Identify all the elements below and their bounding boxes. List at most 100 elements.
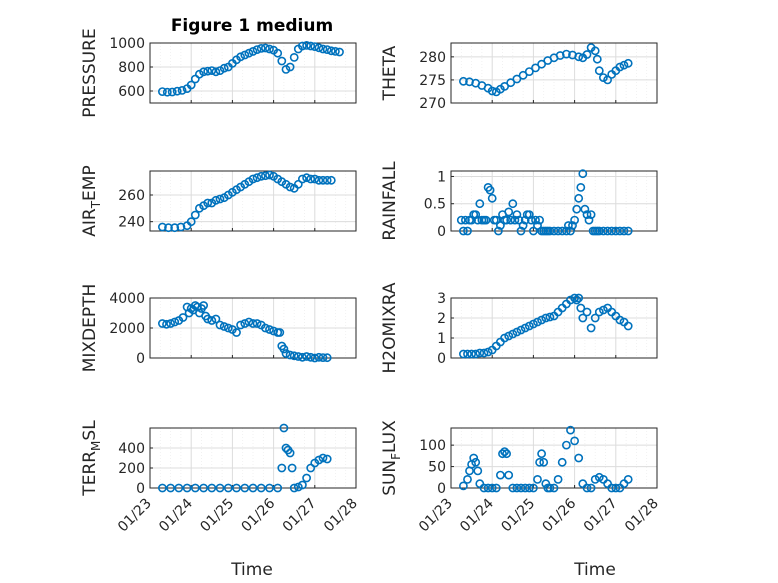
data-point	[518, 70, 528, 80]
data-point	[557, 226, 567, 236]
data-point	[232, 328, 241, 337]
data-point	[479, 348, 489, 358]
data-point	[611, 483, 621, 493]
data-point	[223, 323, 233, 333]
data-point	[318, 175, 328, 185]
data-point	[535, 457, 544, 467]
data-point	[190, 210, 200, 220]
data-point	[586, 210, 596, 219]
data-point	[541, 313, 551, 323]
ytick-label: 260	[118, 188, 145, 204]
subplot-terr_msl: 0 200 400 01/23 01/24 01/25 01/26 01/27 01/28 TER…	[80, 420, 361, 536]
data-point	[516, 325, 526, 335]
xtick-label: 01/23	[416, 496, 456, 536]
data-point	[281, 349, 291, 358]
data-point	[211, 314, 221, 324]
data-point	[314, 175, 324, 185]
data-point	[297, 352, 307, 362]
data-point	[456, 215, 466, 225]
data-point	[277, 463, 287, 473]
ylabel: AIRTEMP	[80, 165, 103, 236]
data-point	[240, 483, 250, 493]
data-point	[529, 226, 538, 236]
data-point	[240, 319, 250, 328]
data-point	[572, 295, 582, 305]
data-point	[318, 44, 328, 54]
data-point	[599, 305, 608, 315]
xtick-label: 01/24	[156, 495, 196, 535]
data-point	[199, 483, 208, 493]
data-point	[458, 349, 468, 359]
data-point	[594, 226, 604, 236]
data-point	[326, 175, 336, 185]
data-point	[516, 226, 526, 236]
data-point	[322, 45, 332, 54]
data-point	[252, 45, 262, 54]
data-point	[574, 453, 584, 463]
data-point	[199, 301, 208, 310]
data-point	[203, 314, 213, 324]
axes-box	[149, 427, 357, 489]
data-point	[172, 86, 182, 96]
data-point	[166, 319, 175, 328]
data-point	[260, 43, 270, 53]
ylabel: PRESSURE	[80, 28, 100, 117]
data-point	[256, 483, 266, 493]
ylabel-main: RAINFALL	[380, 161, 400, 241]
data-point	[570, 215, 579, 225]
data-point	[244, 48, 254, 58]
data-point	[504, 470, 514, 480]
data-point	[574, 52, 584, 62]
data-point	[582, 210, 592, 219]
ylabel-main: THETA	[380, 45, 400, 101]
xtick-label: 01/23	[115, 496, 155, 536]
data-point	[623, 58, 633, 68]
data-point	[279, 423, 289, 433]
data-point	[615, 62, 625, 72]
data-point	[310, 42, 320, 51]
data-point	[539, 457, 549, 467]
data-point	[177, 86, 187, 95]
data-point	[166, 483, 175, 493]
data-point	[508, 329, 518, 339]
data-point	[167, 87, 177, 97]
data-point	[157, 483, 167, 493]
data-point	[314, 43, 324, 53]
data-point	[533, 221, 542, 230]
data-point	[590, 46, 600, 56]
xtick-label: 01/25	[197, 496, 237, 536]
ylabel: MIXDEPTH	[80, 284, 100, 373]
data-point	[566, 295, 575, 305]
data-point	[607, 483, 617, 493]
data-point	[557, 457, 567, 467]
data-point	[518, 221, 528, 230]
data-point	[582, 50, 592, 59]
data-point	[458, 226, 468, 236]
data-point	[512, 483, 522, 493]
axes-box	[149, 42, 357, 104]
ytick-label: 240	[118, 215, 145, 231]
data-point	[215, 483, 225, 493]
data-point	[190, 483, 200, 493]
data-point	[285, 448, 295, 458]
ytick-label: 0	[136, 481, 145, 497]
figure-title: Figure 1 medium	[171, 16, 333, 36]
data-point	[199, 67, 208, 77]
data-point	[273, 483, 283, 493]
data-point	[215, 320, 225, 330]
data-point	[529, 483, 538, 493]
xtick-label: 01/26	[540, 495, 580, 535]
data-point	[623, 321, 633, 331]
ylabel-main: MIXDEPTH	[80, 284, 100, 373]
ytick-label: 270	[419, 96, 446, 112]
data-point	[566, 226, 575, 236]
data-point	[529, 319, 538, 329]
ytick-label: 0	[437, 224, 446, 240]
data-point	[207, 483, 217, 493]
ylabel-main: H2OMIXRA	[380, 282, 400, 373]
data-point	[495, 470, 505, 480]
data-point	[471, 349, 481, 359]
data-point	[248, 483, 258, 493]
data-point	[584, 215, 594, 225]
